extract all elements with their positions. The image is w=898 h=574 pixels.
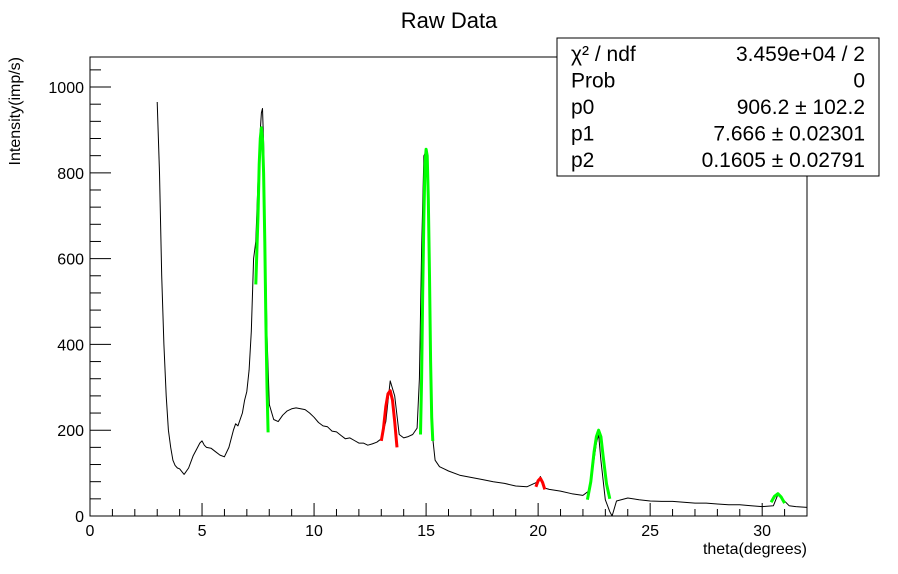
x-tick-label: 20 bbox=[529, 523, 547, 540]
stat-label: Prob bbox=[571, 70, 615, 93]
fit-curve-6 bbox=[769, 492, 786, 504]
y-tick-label: 800 bbox=[57, 166, 84, 183]
x-tick-label: 10 bbox=[305, 523, 323, 540]
y-axis-label: Intensity(imp/s) bbox=[7, 57, 24, 165]
x-tick-label: 30 bbox=[753, 523, 771, 540]
stat-value: 3.459e+04 / 2 bbox=[736, 43, 865, 66]
stat-value: 0.1605 ± 0.02791 bbox=[702, 149, 865, 172]
y-tick-label: 0 bbox=[75, 509, 84, 526]
stat-label: p0 bbox=[571, 96, 594, 119]
x-tick-label: 25 bbox=[641, 523, 659, 540]
y-tick-label: 200 bbox=[57, 423, 84, 440]
series-layer bbox=[156, 101, 808, 517]
fit-curve-3 bbox=[419, 147, 435, 441]
stat-label: p1 bbox=[571, 123, 594, 146]
chart-title: Raw Data bbox=[401, 8, 498, 33]
axes-layer: 0 5 10 15 20 25 30 0 200 400 600 800 1000 bbox=[48, 69, 808, 540]
x-tick-label: 5 bbox=[198, 523, 207, 540]
fit-curve-4 bbox=[534, 476, 547, 490]
stat-value: 0 bbox=[853, 70, 865, 93]
fit-curve-1 bbox=[254, 126, 270, 433]
y-tick-label: 1000 bbox=[48, 80, 84, 97]
data-line bbox=[156, 101, 808, 517]
stat-label: χ² / ndf bbox=[571, 43, 636, 66]
fit-curve-2 bbox=[379, 389, 399, 448]
stats-box-frame bbox=[556, 37, 880, 177]
fit-curve-5 bbox=[585, 428, 612, 500]
y-tick-label: 400 bbox=[57, 337, 84, 354]
stat-label: p2 bbox=[571, 149, 594, 172]
stat-value: 7.666 ± 0.02301 bbox=[713, 123, 865, 146]
x-tick-label: 15 bbox=[417, 523, 435, 540]
stats-box: χ² / ndf 3.459e+04 / 2 Prob 0 p0 906.2 ± 102.… bbox=[556, 37, 880, 177]
stat-value: 906.2 ± 102.2 bbox=[737, 96, 865, 119]
x-tick-label: 0 bbox=[86, 523, 95, 540]
y-tick-label: 600 bbox=[57, 252, 84, 269]
x-axis-label: theta(degrees) bbox=[703, 541, 807, 558]
